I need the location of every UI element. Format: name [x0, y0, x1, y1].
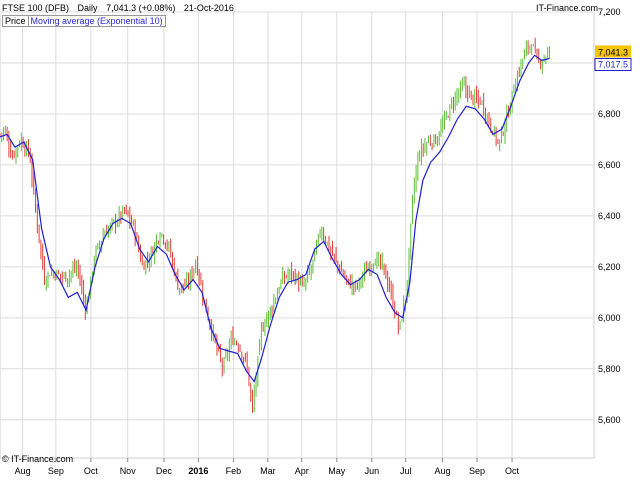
y-tick-label: 6,000 — [598, 313, 621, 323]
site-name: IT-Finance.com — [535, 3, 598, 13]
x-tick-label: Feb — [226, 466, 242, 476]
last-ma-label: 7,017.5 — [598, 60, 628, 70]
moving-average-line — [0, 54, 550, 383]
last-price-box — [595, 45, 631, 58]
x-tick-label: Aug — [15, 466, 31, 476]
x-tick-label: Oct — [84, 466, 99, 476]
chart-legend: Price Moving average (Exponential 10) — [2, 15, 166, 27]
last-ma-box — [594, 58, 632, 72]
x-tick-label: Sep — [48, 466, 64, 476]
x-tick-label: 2016 — [188, 466, 208, 476]
x-tick-label: May — [328, 466, 346, 476]
x-tick-label: Dec — [156, 466, 173, 476]
copyright-text: © IT-Finance.com — [2, 454, 74, 464]
x-tick-label: Mar — [260, 466, 276, 476]
y-tick-label: 6,800 — [598, 109, 621, 119]
x-tick-label: Oct — [505, 466, 520, 476]
x-tick-label: Apr — [295, 466, 309, 476]
y-tick-label: 5,800 — [598, 364, 621, 374]
y-tick-label: 5,600 — [598, 415, 621, 425]
last-price-label: 7,041.3 — [598, 47, 628, 57]
y-tick-label: 6,600 — [598, 160, 621, 170]
y-tick-label: 6,400 — [598, 211, 621, 221]
x-tick-label: Nov — [120, 466, 137, 476]
quote-value: 7,041.3 (+0.08%) — [106, 3, 176, 13]
x-tick-label: Aug — [435, 466, 451, 476]
quote-date: 21-Oct-2016 — [183, 3, 234, 13]
x-tick-label: Sep — [469, 466, 485, 476]
instrument-name: FTSE 100 (DFB) — [2, 3, 70, 13]
y-tick-label: 6,200 — [598, 262, 621, 272]
x-tick-label: Jun — [365, 466, 380, 476]
period-label: Daily — [77, 3, 98, 13]
y-tick-label: 7,200 — [598, 7, 621, 17]
x-tick-label: Jul — [400, 466, 412, 476]
legend-price[interactable]: Price — [2, 15, 29, 27]
chart-header: FTSE 100 (DFB) Daily 7,041.3 (+0.08%) 21… — [2, 3, 240, 13]
legend-moving-average[interactable]: Moving average (Exponential 10) — [28, 15, 166, 27]
plot-area — [0, 11, 595, 459]
